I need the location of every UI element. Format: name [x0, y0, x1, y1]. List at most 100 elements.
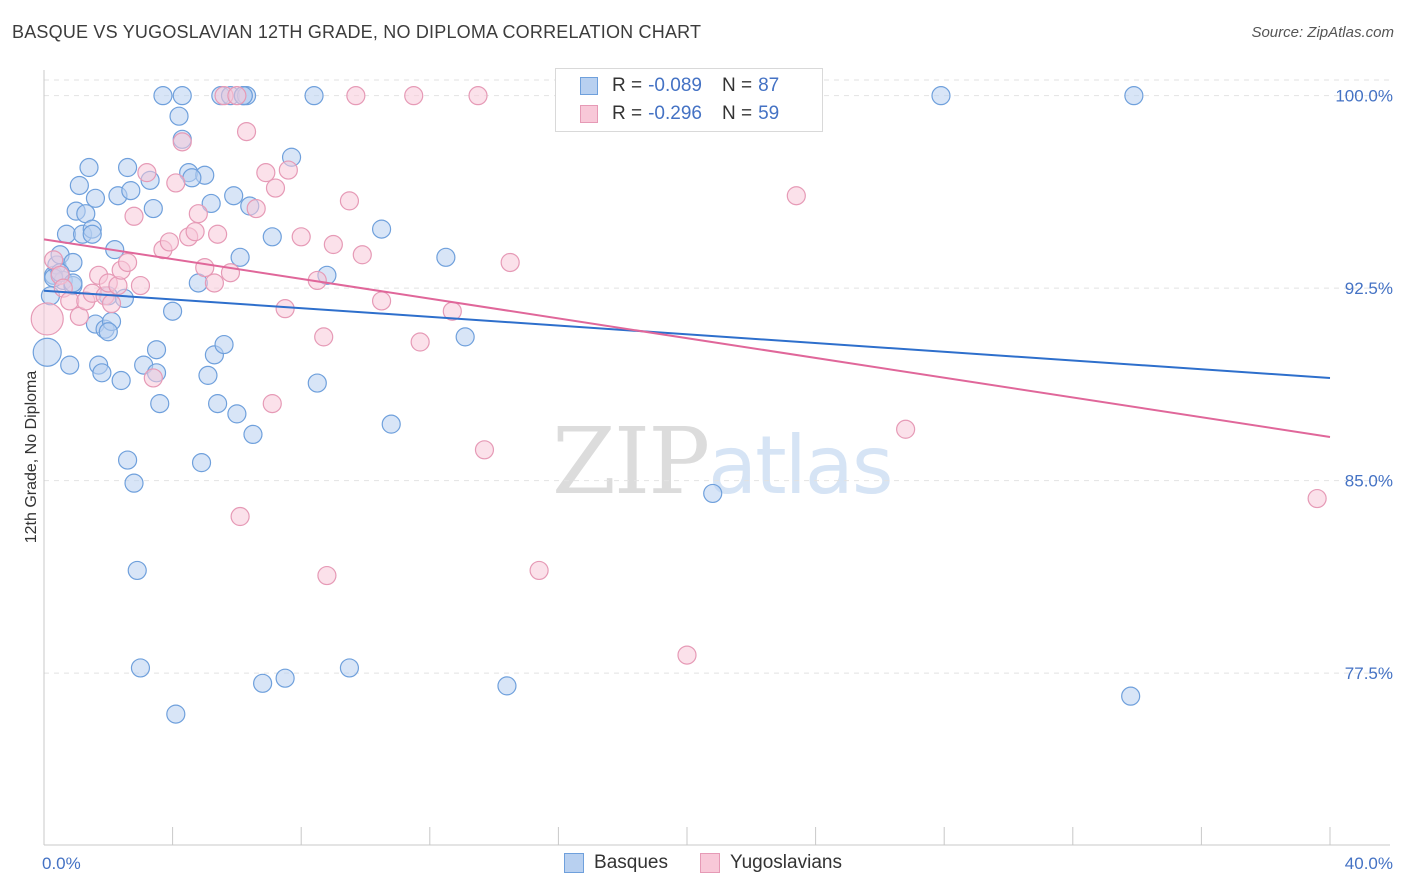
point-yugoslavians — [352, 245, 372, 265]
point-basques — [198, 365, 218, 385]
point-yugoslavians — [166, 173, 186, 193]
point-yugoslavians — [323, 234, 343, 255]
point-yugoslavians — [371, 291, 392, 311]
series-legend: Basques Yugoslavians — [0, 852, 1406, 874]
point-yugoslavians — [143, 368, 163, 388]
series-swatch-basques — [564, 853, 585, 873]
point-basques — [191, 453, 212, 473]
point-yugoslavians — [117, 252, 138, 273]
point-basques — [153, 86, 173, 106]
point-basques — [127, 560, 147, 581]
series-label-basques: Basques — [594, 852, 668, 873]
point-yugoslavians — [185, 222, 205, 242]
watermark-atlas: atlas — [708, 419, 893, 512]
point-yugoslavians — [529, 560, 549, 581]
y-axis-label: 12th Grade, No Diploma — [23, 371, 40, 544]
legend-n-value: 59 — [758, 103, 780, 124]
watermark: ZIPatlas — [552, 408, 894, 515]
legend-r-value: -0.089 — [648, 75, 702, 96]
chart-title: BASQUE VS YUGOSLAVIAN 12TH GRADE, NO DIP… — [12, 22, 702, 42]
point-basques — [32, 337, 62, 367]
point-basques — [227, 404, 247, 424]
point-basques — [111, 370, 131, 391]
point-basques — [143, 198, 163, 219]
point-yugoslavians — [208, 224, 228, 244]
point-yugoslavians — [500, 252, 520, 273]
point-yugoslavians — [159, 232, 179, 252]
trendline-yugoslavians — [43, 238, 1331, 438]
point-yugoslavians — [346, 86, 366, 106]
y-tick-label: 92.5% — [1345, 279, 1393, 298]
point-yugoslavians — [124, 206, 144, 226]
point-basques — [307, 373, 327, 393]
point-basques — [201, 193, 221, 214]
point-yugoslavians — [278, 160, 298, 180]
y-tick-label: 85.0% — [1345, 472, 1393, 491]
point-yugoslavians — [101, 293, 122, 314]
point-basques — [117, 450, 138, 470]
x-tick-label: 0.0% — [42, 854, 81, 873]
point-basques — [117, 157, 138, 178]
point-yugoslavians — [314, 327, 334, 347]
point-yugoslavians — [291, 227, 311, 247]
point-yugoslavians — [1307, 488, 1327, 509]
point-yugoslavians — [474, 440, 495, 460]
series-swatch-yugoslavians — [699, 853, 720, 873]
point-yugoslavians — [677, 645, 697, 665]
point-basques — [92, 363, 112, 383]
point-basques — [182, 168, 202, 188]
point-basques — [275, 668, 295, 688]
point-basques — [224, 186, 244, 206]
point-yugoslavians — [275, 299, 295, 319]
point-yugoslavians — [256, 163, 276, 183]
point-basques — [130, 658, 151, 678]
point-yugoslavians — [227, 86, 247, 106]
point-basques — [172, 86, 192, 106]
point-basques — [150, 394, 170, 414]
series-legend-yugoslavians[interactable]: Yugoslavians — [699, 852, 842, 874]
point-yugoslavians — [60, 291, 80, 311]
point-yugoslavians — [172, 132, 192, 152]
legend-r-label: R = — [612, 103, 643, 124]
point-yugoslavians — [137, 163, 157, 183]
legend-row-basques: R = -0.089 N = 87 — [580, 74, 779, 98]
point-yugoslavians — [265, 178, 286, 198]
point-basques — [497, 676, 517, 696]
legend-n-label: N = — [721, 75, 753, 96]
point-basques — [214, 334, 234, 355]
point-yugoslavians — [130, 275, 151, 296]
point-basques — [243, 424, 263, 445]
point-basques — [166, 704, 186, 724]
legend-swatch-basques — [580, 77, 598, 95]
point-basques — [82, 224, 102, 244]
point-basques — [146, 340, 167, 360]
point-yugoslavians — [896, 419, 916, 439]
point-yugoslavians — [262, 394, 282, 414]
point-yugoslavians — [195, 257, 215, 278]
point-yugoslavians — [339, 191, 360, 211]
point-basques — [371, 219, 392, 239]
point-basques — [79, 157, 99, 178]
point-basques — [436, 247, 456, 267]
trendline-basques — [43, 289, 1331, 379]
point-basques — [253, 673, 273, 693]
point-yugoslavians — [317, 565, 337, 586]
source-label: Source: ZipAtlas.com — [1251, 24, 1394, 41]
point-basques — [1124, 86, 1144, 106]
point-yugoslavians — [204, 273, 224, 293]
point-basques — [208, 394, 228, 414]
point-basques — [703, 483, 723, 504]
series-legend-basques[interactable]: Basques — [564, 852, 668, 874]
point-yugoslavians — [786, 186, 806, 206]
point-basques — [455, 327, 475, 347]
stats-legend: R = -0.089 N = 87 R = -0.296 N = 59 — [555, 68, 823, 132]
point-yugoslavians — [236, 121, 257, 142]
point-yugoslavians — [108, 275, 128, 296]
y-tick-label: 77.5% — [1345, 664, 1393, 683]
point-yugoslavians — [410, 332, 430, 352]
point-basques — [163, 301, 183, 321]
y-tick-label: 100.0% — [1335, 87, 1393, 106]
point-basques — [56, 224, 77, 244]
point-basques — [85, 188, 106, 208]
